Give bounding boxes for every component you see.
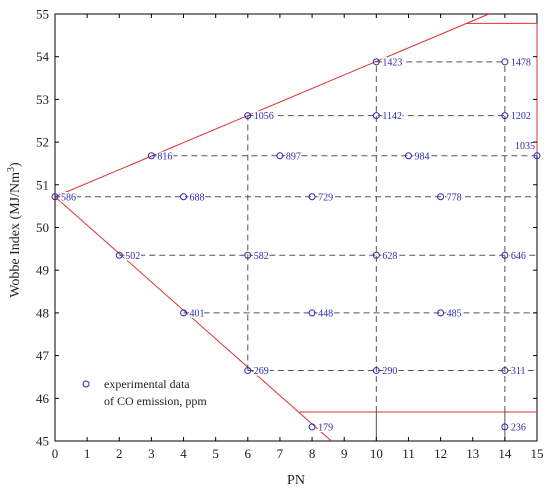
data-label: 582 [254,251,269,262]
boundary-line [54,13,489,198]
data-label: 1035 [515,141,535,152]
legend: experimental data of CO emission, ppm [82,377,207,408]
data-label: 1056 [254,111,274,122]
data-point [244,367,252,375]
data-point [372,367,380,375]
data-point [437,309,445,317]
x-tick-label: 8 [309,446,316,461]
legend-marker [82,380,90,388]
plot-frame [54,13,538,442]
x-axis: 0 1 2 3 4 5 6 7 8 9 10 11 12 13 14 15 [52,14,544,461]
legend-entry-2: of CO emission, ppm [104,394,207,408]
y-tick-label: 46 [36,391,50,406]
data-point [180,193,188,201]
data-point [404,152,412,160]
data-label: 311 [511,366,526,377]
data-label: 485 [447,308,462,319]
data-label: 646 [511,251,526,262]
data-label: 290 [382,366,397,377]
data-label: 688 [190,192,205,203]
data-label: 179 [318,422,333,433]
data-label: 1478 [511,57,531,68]
data-point [276,152,284,160]
data-label: 778 [447,192,462,203]
data-point [533,152,541,160]
x-tick-label: 7 [277,446,284,461]
data-point [501,423,509,431]
x-tick-label: 10 [370,446,383,461]
boundary-line [54,196,332,442]
data-point [501,367,509,375]
y-tick-label: 53 [36,92,49,107]
y-tick-label: 55 [36,7,49,22]
data-point [372,251,380,259]
data-label: 236 [511,422,526,433]
y-tick-label: 50 [36,220,49,235]
data-point [244,251,252,259]
x-tick-label: 15 [531,446,544,461]
data-label: 448 [318,308,333,319]
x-tick-label: 4 [180,446,187,461]
data-label: 1423 [382,57,402,68]
y-tick-label: 51 [36,177,49,192]
x-tick-label: 0 [52,446,59,461]
data-label: 816 [157,151,172,162]
data-label: 401 [190,308,205,319]
data-point [501,251,509,259]
plot-area [54,13,538,442]
y-tick-label: 49 [36,263,49,278]
data-points [51,58,541,431]
data-point [115,251,123,259]
data-point [244,112,252,120]
data-point [501,112,509,120]
data-point [51,193,59,201]
y-axis-title: Wobbe Index (MJ/Nm3) [6,162,23,298]
data-point [308,193,316,201]
y-axis-title-close: ) [8,162,23,167]
point-labels: 586 502 816 688 401 1056 582 269 897 729 448 179 142… [60,56,536,435]
data-point [308,423,316,431]
data-label: 984 [414,151,429,162]
x-tick-label: 14 [498,446,512,461]
data-point [180,309,188,317]
data-label: 897 [286,151,301,162]
data-point [501,58,509,66]
x-tick-label: 12 [434,446,447,461]
data-label: 1202 [511,111,531,122]
x-tick-label: 5 [212,446,219,461]
data-point [372,58,380,66]
boundary-lines [54,13,538,442]
x-tick-label: 9 [341,446,348,461]
x-tick-label: 1 [84,446,91,461]
data-point [147,152,155,160]
x-tick-label: 13 [466,446,479,461]
y-axis: 45 46 47 48 49 50 51 52 53 54 55 [36,7,537,449]
x-axis-title: PN [287,473,305,488]
y-axis-title-main: Wobbe Index (MJ/Nm [8,172,23,298]
data-label: 628 [382,251,397,262]
x-tick-label: 3 [148,446,155,461]
x-tick-label: 11 [402,446,415,461]
y-tick-label: 48 [36,305,49,320]
data-label: 586 [61,192,76,203]
data-label: 269 [254,366,269,377]
y-tick-label: 52 [36,135,49,150]
data-label: 502 [125,251,140,262]
x-tick-label: 6 [245,446,252,461]
y-axis-title-sup: 3 [6,167,17,172]
legend-entry-1: experimental data [104,377,190,391]
data-point [372,112,380,120]
x-tick-label: 2 [116,446,123,461]
y-tick-label: 54 [36,49,50,64]
y-tick-label: 47 [36,348,50,363]
data-point [308,309,316,317]
data-label: 1142 [382,111,402,122]
data-point [437,193,445,201]
data-label: 729 [318,192,333,203]
y-tick-label: 45 [36,434,49,449]
guide-lines [55,61,537,412]
